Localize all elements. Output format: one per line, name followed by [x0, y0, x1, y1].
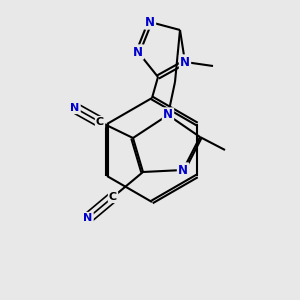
- Text: N: N: [178, 164, 188, 176]
- Text: N: N: [70, 103, 80, 113]
- Text: C: C: [109, 192, 117, 202]
- Text: N: N: [83, 213, 93, 223]
- Text: C: C: [96, 117, 104, 127]
- Text: N: N: [145, 16, 155, 28]
- Text: N: N: [163, 109, 173, 122]
- Text: N: N: [180, 56, 190, 68]
- Text: N: N: [133, 46, 143, 59]
